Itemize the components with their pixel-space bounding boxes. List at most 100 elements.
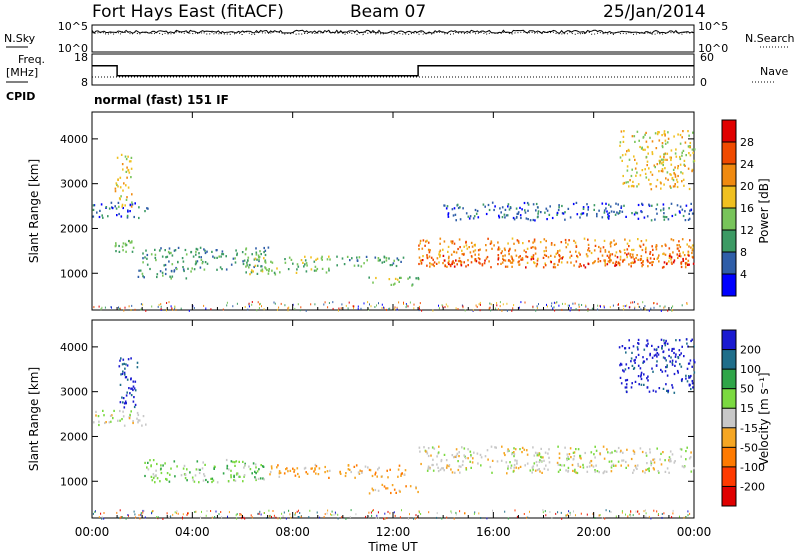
power-cell bbox=[627, 181, 629, 184]
power-cell bbox=[201, 262, 204, 265]
power-cell bbox=[212, 255, 214, 258]
power-speckle bbox=[403, 303, 404, 305]
power-cell bbox=[511, 237, 514, 240]
velocity-cell bbox=[249, 468, 252, 471]
velocity-cell bbox=[677, 356, 679, 359]
power-cell bbox=[199, 246, 202, 249]
cpid-value: normal (fast) 151 IF bbox=[94, 93, 229, 107]
freq-label-1: Freq. bbox=[18, 53, 45, 66]
velocity-cell bbox=[454, 455, 456, 458]
power-cell bbox=[659, 161, 661, 164]
power-cell bbox=[608, 256, 610, 259]
power-speckle bbox=[553, 301, 555, 304]
velocity-cell bbox=[230, 476, 232, 479]
power-cell bbox=[660, 158, 663, 161]
velocity-cell bbox=[469, 460, 471, 463]
velocity-speckle bbox=[526, 516, 528, 519]
velocity-speckle bbox=[330, 513, 331, 516]
power-speckle bbox=[323, 303, 325, 306]
velocity-cell bbox=[685, 374, 687, 377]
velocity-cell bbox=[132, 385, 135, 388]
power-cell bbox=[506, 265, 509, 268]
power-cell bbox=[666, 171, 669, 174]
power-speckle bbox=[273, 301, 275, 304]
velocity-cell bbox=[255, 472, 257, 475]
power-cell bbox=[609, 254, 611, 257]
velocity-cell bbox=[627, 367, 630, 370]
power-cell bbox=[184, 248, 187, 252]
power-speckle bbox=[288, 306, 290, 309]
power-cell bbox=[626, 253, 628, 256]
velocity-cbar-label-2: -50 bbox=[740, 441, 758, 454]
freq-label-2: [MHz] bbox=[6, 66, 38, 79]
power-cell bbox=[213, 256, 216, 259]
velocity-cell bbox=[144, 474, 146, 478]
power-cell bbox=[195, 247, 198, 250]
power-cell bbox=[587, 243, 590, 246]
power-cell bbox=[155, 259, 157, 262]
power-cell bbox=[200, 258, 203, 261]
power-speckle bbox=[648, 309, 650, 312]
power-cell bbox=[316, 257, 319, 260]
velocity-speckle bbox=[182, 513, 184, 516]
power-cell bbox=[664, 167, 666, 170]
power-speckle bbox=[597, 304, 599, 307]
velocity-cell bbox=[642, 356, 644, 359]
power-cell bbox=[461, 249, 463, 252]
velocity-cell bbox=[693, 361, 696, 364]
velocity-cbar-swatch-3 bbox=[722, 427, 736, 448]
power-cell bbox=[620, 205, 623, 208]
power-cell bbox=[465, 244, 468, 247]
power-cell bbox=[609, 245, 612, 248]
velocity-speckle bbox=[629, 513, 631, 516]
velocity-cell bbox=[643, 373, 645, 376]
power-cell bbox=[672, 261, 675, 264]
velocity-cell bbox=[544, 451, 547, 454]
power-speckle bbox=[407, 305, 409, 308]
velocity-cell bbox=[503, 452, 505, 455]
power-cell bbox=[302, 261, 304, 264]
velocity-speckle bbox=[605, 509, 607, 512]
velocity-cell bbox=[594, 445, 596, 448]
power-cell bbox=[535, 202, 538, 206]
velocity-cell bbox=[533, 462, 536, 465]
power-speckle bbox=[370, 305, 372, 308]
power-cell bbox=[530, 246, 533, 249]
velocity-cell bbox=[471, 461, 474, 464]
velocity-cell bbox=[632, 367, 635, 370]
velocity-cbar-label-3: -15 bbox=[740, 422, 758, 435]
power-cell bbox=[613, 210, 615, 213]
power-cell bbox=[154, 248, 156, 251]
velocity-cell bbox=[610, 470, 613, 473]
velocity-cell bbox=[134, 380, 137, 383]
velocity-cell bbox=[626, 448, 628, 451]
power-cell bbox=[356, 259, 359, 262]
power-cell bbox=[667, 218, 670, 221]
velocity-speckle bbox=[143, 509, 145, 512]
power-cell bbox=[256, 272, 259, 275]
power-speckle bbox=[104, 306, 106, 309]
velocity-cell bbox=[306, 472, 309, 475]
power-cell bbox=[255, 251, 258, 254]
power-cell bbox=[225, 268, 228, 271]
power-cell bbox=[470, 261, 473, 264]
velocity-cell bbox=[655, 390, 657, 393]
power-cell bbox=[558, 206, 560, 209]
velocity-cell bbox=[125, 376, 128, 379]
power-cell bbox=[115, 242, 117, 245]
power-cell bbox=[630, 262, 632, 265]
power-cell bbox=[116, 183, 118, 187]
power-cell bbox=[248, 266, 250, 269]
velocity-cell bbox=[644, 471, 646, 474]
power-speckle bbox=[328, 302, 330, 304]
power-cell bbox=[670, 163, 673, 166]
velocity-cell bbox=[155, 469, 157, 472]
power-cell bbox=[691, 170, 693, 173]
velocity-speckle bbox=[527, 516, 529, 519]
power-cell bbox=[439, 237, 442, 240]
power-cell bbox=[117, 185, 119, 188]
power-cell bbox=[620, 206, 622, 209]
power-speckle bbox=[123, 309, 125, 312]
power-cell bbox=[676, 185, 679, 189]
